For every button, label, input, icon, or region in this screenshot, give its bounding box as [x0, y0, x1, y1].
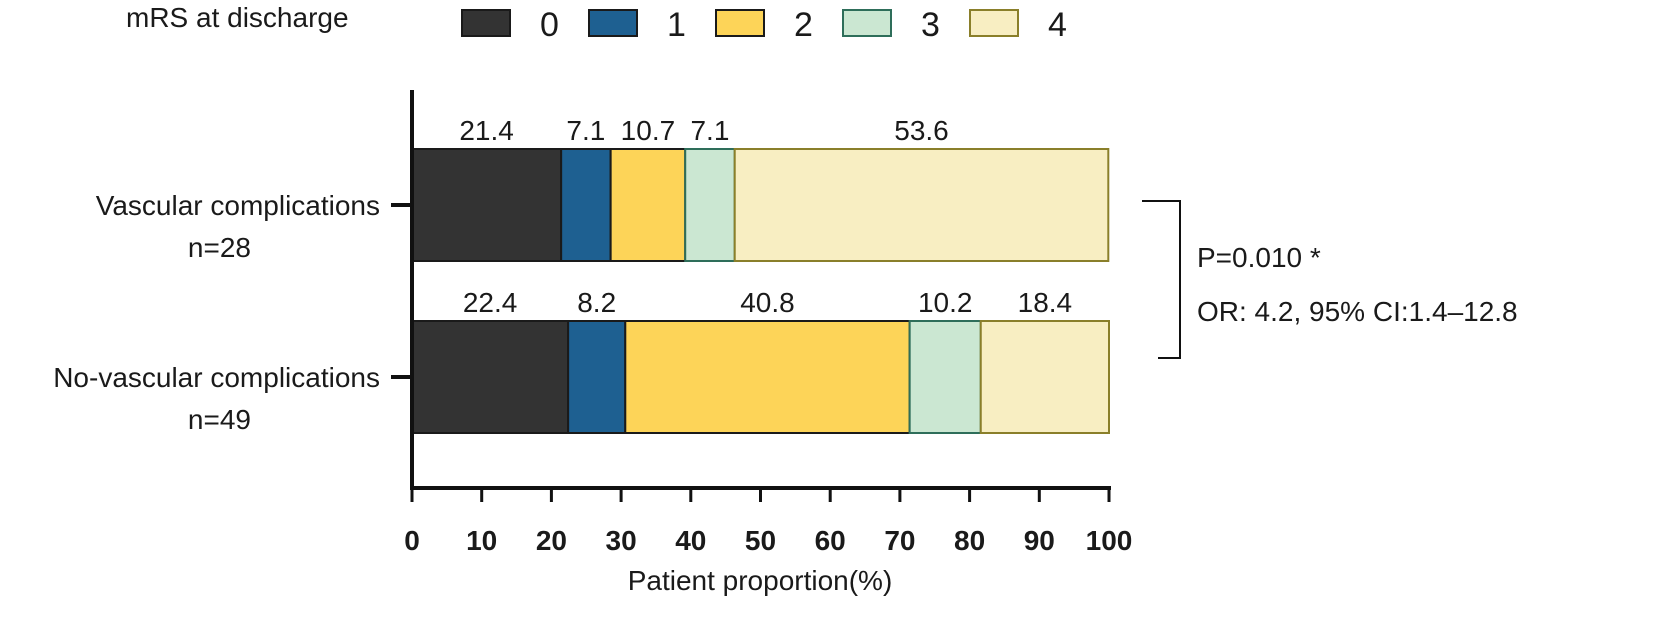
- legend-swatch-0: [461, 9, 511, 37]
- data-label-row1-mrs0: 21.4: [459, 115, 514, 146]
- data-label-row1-mrs2: 10.7: [621, 115, 676, 146]
- x-tick-label: 10: [466, 525, 497, 556]
- x-tick-label: 20: [536, 525, 567, 556]
- category-label: No-vascular complications: [53, 362, 380, 393]
- x-tick-label: 100: [1086, 525, 1133, 556]
- bar-segment-row1-mrs1: [560, 148, 612, 262]
- y-labels-group: Vascular complications n=28 No-vascular co…: [53, 190, 412, 435]
- bar-segment-row1-mrs0: [411, 148, 563, 262]
- significance-bracket: [1142, 200, 1181, 359]
- data-label-row1-mrs4: 53.6: [894, 115, 949, 146]
- legend-label-3: 3: [921, 6, 940, 44]
- bar-segment-row2-mrs3: [908, 320, 982, 434]
- category-label: Vascular complications: [96, 190, 380, 221]
- significance-annotation: P=0.010 * OR: 4.2, 95% CI:1.4–12.8: [1142, 200, 1518, 359]
- legend-label-2: 2: [794, 6, 813, 44]
- data-labels-group: 21.4 7.1 10.7 7.1 53.6 22.4 8.2 40.8 10.2 18.4: [459, 115, 1072, 318]
- category-sample-size: n=49: [188, 404, 251, 435]
- x-ticks-group: 0 10 20 30 40 50 60 70 80 90 100: [404, 488, 1132, 556]
- data-label-row2-mrs1: 8.2: [577, 287, 616, 318]
- bar-segment-row2-mrs0: [411, 320, 570, 434]
- legend-label-1: 1: [667, 6, 686, 44]
- data-label-row2-mrs3: 10.2: [918, 287, 973, 318]
- x-axis-label: Patient proportion(%): [628, 565, 893, 596]
- legend-label-0: 0: [540, 6, 559, 44]
- data-label-row2-mrs0: 22.4: [463, 287, 518, 318]
- x-tick-label: 80: [954, 525, 985, 556]
- data-label-row1-mrs1: 7.1: [566, 115, 605, 146]
- bar-segment-row2-mrs1: [567, 320, 627, 434]
- data-label-row2-mrs4: 18.4: [1018, 287, 1073, 318]
- odds-ratio-label: OR: 4.2, 95% CI:1.4–12.8: [1197, 296, 1518, 327]
- x-tick-label: 40: [675, 525, 706, 556]
- legend-swatch-2: [715, 9, 765, 37]
- x-tick-label: 30: [606, 525, 637, 556]
- data-label-row2-mrs2: 40.8: [740, 287, 795, 318]
- legend-label-4: 4: [1048, 6, 1067, 44]
- bars-group: [411, 148, 1111, 434]
- bar-segment-row2-mrs4: [979, 320, 1111, 434]
- bar-segment-row2-mrs2: [624, 320, 911, 434]
- x-tick-label: 90: [1024, 525, 1055, 556]
- bar-segment-row1-mrs4: [733, 148, 1110, 262]
- legend-swatch-3: [842, 9, 892, 37]
- legend-title: mRS at discharge: [126, 2, 349, 33]
- legend: mRS at discharge 0 1 2 3 4: [126, 2, 1067, 44]
- data-label-row1-mrs3: 7.1: [690, 115, 729, 146]
- x-tick-label: 70: [884, 525, 915, 556]
- p-value-label: P=0.010 *: [1197, 242, 1321, 273]
- legend-swatch-4: [969, 9, 1019, 37]
- x-tick-label: 0: [404, 525, 420, 556]
- category-sample-size: n=28: [188, 232, 251, 263]
- bar-segment-row1-mrs3: [684, 148, 736, 262]
- bar-segment-row1-mrs2: [609, 148, 687, 262]
- x-tick-label: 50: [745, 525, 776, 556]
- x-tick-label: 60: [815, 525, 846, 556]
- legend-swatch-1: [588, 9, 638, 37]
